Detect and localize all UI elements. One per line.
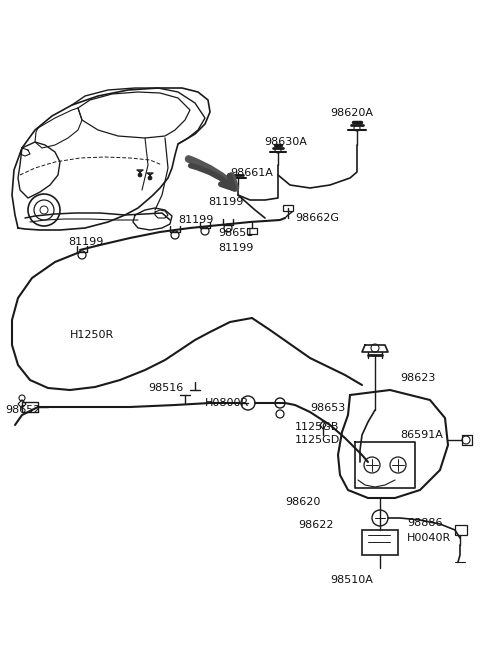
Text: 98510A: 98510A [330, 575, 373, 585]
Text: H0040R: H0040R [407, 533, 451, 543]
Text: 98652: 98652 [5, 405, 40, 415]
Bar [455, 525, 467, 535]
Text: 98653: 98653 [310, 403, 345, 413]
Text: 98516: 98516 [148, 383, 183, 393]
Bar [362, 530, 398, 555]
Text: 1125GB: 1125GB [295, 422, 339, 432]
Text: 98622: 98622 [298, 520, 334, 530]
Text: 98886: 98886 [407, 518, 443, 528]
Text: 98620: 98620 [285, 497, 320, 507]
Text: 81199: 81199 [218, 243, 253, 253]
Text: 81199: 81199 [68, 237, 103, 247]
Bar [22, 402, 38, 412]
Bar [283, 205, 293, 211]
Circle shape [138, 173, 142, 177]
Text: 98620A: 98620A [330, 108, 373, 118]
Text: 81199: 81199 [208, 197, 243, 207]
Text: 86591A: 86591A [400, 430, 443, 440]
Bar [247, 228, 257, 234]
Text: 98661A: 98661A [230, 168, 273, 178]
Text: 98630A: 98630A [264, 137, 307, 147]
Text: 81199: 81199 [178, 215, 214, 225]
Text: 98623: 98623 [400, 373, 435, 383]
Text: 98651: 98651 [218, 228, 253, 238]
Text: 1125GD: 1125GD [295, 435, 340, 445]
Text: H0800R: H0800R [205, 398, 249, 408]
Circle shape [148, 176, 152, 180]
Text: 98662G: 98662G [295, 213, 339, 223]
Text: H1250R: H1250R [70, 330, 114, 340]
